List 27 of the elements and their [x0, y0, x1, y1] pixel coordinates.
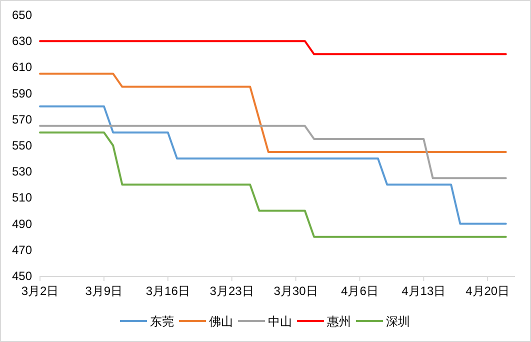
- y-tick-label: 650: [12, 8, 32, 22]
- x-tick-label: 4月6日: [341, 284, 378, 298]
- legend-label: 佛山: [209, 314, 233, 328]
- x-tick-label: 3月23日: [210, 284, 254, 298]
- line-series: [39, 72, 507, 154]
- x-tick-label: 3月16日: [146, 284, 190, 298]
- legend-label: 东莞: [150, 314, 174, 328]
- y-tick-label: 550: [12, 138, 32, 152]
- y-tick-label: 450: [12, 269, 32, 283]
- x-tick-label: 3月30日: [274, 284, 318, 298]
- x-tick-label: 4月13日: [402, 284, 446, 298]
- line-series: [39, 131, 507, 238]
- y-tick-label: 470: [12, 242, 32, 257]
- line-series: [39, 105, 507, 225]
- y-tick-label: 630: [12, 34, 32, 48]
- y-tick-label: 510: [12, 190, 32, 205]
- y-tick-label: 530: [12, 164, 32, 179]
- y-tick-label: 590: [12, 86, 32, 100]
- legend-label: 中山: [268, 314, 292, 328]
- y-tick-label: 610: [12, 60, 32, 74]
- legend-label: 深圳: [386, 314, 410, 328]
- x-tick-label: 3月9日: [85, 284, 123, 298]
- x-tick-label: 4月20日: [466, 284, 510, 298]
- x-tick-label: 3月2日: [21, 284, 59, 298]
- y-tick-label: 490: [12, 216, 32, 231]
- y-tick-label: 570: [12, 112, 32, 126]
- legend-label: 惠州: [326, 314, 351, 328]
